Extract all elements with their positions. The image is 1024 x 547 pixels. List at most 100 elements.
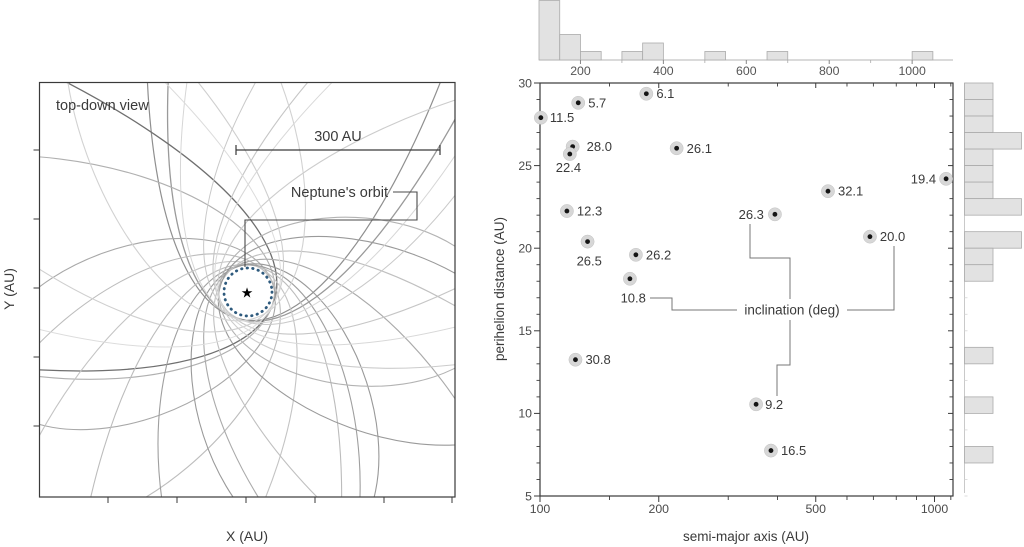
- scatter-point: [567, 151, 573, 157]
- inclination-value-label: 22.4: [556, 160, 581, 175]
- right-histogram-bar: [964, 181, 994, 200]
- top-hist-tick-label: 400: [653, 64, 674, 78]
- y-tick-label: 15: [518, 324, 532, 338]
- right-histogram-bar: [964, 148, 994, 167]
- scatter-point: [633, 252, 639, 258]
- orbit-ellipse: [217, 235, 455, 446]
- inclination-value-label: 28.0: [587, 139, 612, 154]
- scatter-tick-labels: 100 200 500 1000 30 25 20 15 10 5: [518, 76, 948, 516]
- scatter-point: [575, 100, 581, 106]
- top-histogram-bar: [911, 51, 934, 61]
- right-histogram-bar: [964, 165, 994, 183]
- inclination-value-label: 26.5: [577, 254, 602, 269]
- top-histogram-bar: [559, 34, 581, 61]
- inclination-value-label: 19.4: [911, 171, 936, 186]
- left-panel-title: top-down view: [56, 98, 149, 114]
- orbit-ellipse: [203, 258, 455, 497]
- inclination-value-label: 26.1: [687, 141, 712, 156]
- top-histogram-bar: [580, 51, 602, 61]
- right-histogram-bar: [964, 247, 994, 266]
- scatter-point: [627, 276, 633, 282]
- sun-star-marker: ★: [241, 285, 254, 301]
- inclination-value-label: 5.7: [588, 95, 606, 110]
- right-histogram-bar: [964, 198, 1022, 216]
- inclination-annotation-label: inclination (deg): [744, 303, 839, 318]
- right-histogram-bar: [964, 132, 1022, 150]
- right-histogram-bar: [964, 82, 994, 100]
- top-hist-tick-label: 200: [570, 64, 591, 78]
- orbit-ellipse: [39, 82, 285, 333]
- scatter-points: 11.5 5.7 6.1 28.0 22.4 26.1 19.4 32.1 12.3 26.3 20…: [534, 86, 953, 458]
- orbit-ellipse: [39, 82, 278, 372]
- orbit-ellipse: [190, 263, 380, 497]
- orbit-ellipse: [203, 82, 455, 326]
- right-histogram: [964, 82, 1022, 497]
- left-panel-frame: [38, 81, 456, 498]
- orbit-ellipse: [39, 253, 281, 497]
- y-tick-label: 10: [518, 407, 532, 421]
- top-hist-tick-label: 600: [736, 64, 757, 78]
- inclination-value-label: 30.8: [585, 352, 610, 367]
- orbit-ellipse: [39, 237, 276, 431]
- right-histogram-bar: [964, 115, 994, 133]
- top-histogram: 200 400 600 800 1000: [538, 0, 953, 78]
- neptune-annotation-connector: [244, 191, 418, 267]
- scatter-point: [768, 448, 774, 453]
- right-y-axis-label: perihelion distance (AU): [492, 217, 507, 361]
- right-histogram-bar: [964, 346, 994, 365]
- right-histogram-bar: [964, 231, 1022, 249]
- inclination-value-label: 10.8: [621, 290, 646, 305]
- right-histogram-bar: [964, 446, 994, 464]
- x-tick-label: 1000: [921, 502, 949, 516]
- inclination-value-label: 20.0: [880, 229, 905, 244]
- top-histogram-bar: [642, 42, 664, 61]
- annotation-connector: [650, 297, 737, 311]
- left-panel-ticks: [33, 149, 453, 503]
- inclination-value-label: 9.2: [765, 397, 783, 412]
- annotation-connector: [749, 224, 791, 299]
- y-tick-label: 25: [518, 159, 532, 173]
- right-x-axis-label: semi-major axis (AU): [683, 529, 809, 544]
- scatter-point: [643, 91, 649, 97]
- inclination-value-label: 16.5: [781, 443, 806, 458]
- scatter-point: [585, 239, 590, 244]
- orbit-ellipse: [212, 82, 455, 335]
- left-y-axis-label: Y (AU): [1, 268, 17, 310]
- right-histogram-bar: [964, 99, 994, 117]
- top-hist-tick-label: 1000: [898, 64, 926, 78]
- orbit-ellipse: [218, 216, 455, 387]
- inclination-value-label: 11.5: [550, 110, 574, 125]
- inclination-annotation-connectors: [650, 224, 895, 396]
- x-tick-label: 500: [805, 502, 826, 516]
- y-tick-label: 5: [525, 489, 532, 503]
- left-x-axis-label: X (AU): [226, 528, 268, 544]
- y-tick-label: 20: [518, 242, 532, 256]
- right-histogram-bar: [964, 396, 994, 414]
- scatter-point: [573, 357, 578, 363]
- orbit-ellipse: [39, 260, 298, 497]
- neptune-orbit-dotted-circle: [222, 266, 274, 318]
- scale-bar: [235, 145, 441, 155]
- scale-bar-label: 300 AU: [314, 129, 362, 145]
- scatter-point: [564, 208, 570, 214]
- top-histogram-bar: [766, 51, 789, 61]
- top-histogram-bar: [538, 0, 561, 61]
- scatter-point: [825, 188, 831, 194]
- inclination-value-label: 6.1: [656, 86, 674, 101]
- orbit-ellipse: [39, 82, 282, 348]
- scatter-point: [753, 401, 759, 407]
- orbit-ellipse: [213, 250, 455, 497]
- inclination-value-label: 32.1: [838, 184, 863, 199]
- scatter-point: [867, 234, 873, 240]
- top-histogram-bar: [621, 51, 644, 61]
- scatter-point: [772, 211, 778, 217]
- top-histogram-bar: [704, 51, 726, 61]
- annotation-connector: [776, 320, 791, 396]
- y-tick-label: 30: [518, 76, 532, 90]
- neptune-annotation-label: Neptune's orbit: [291, 185, 388, 201]
- orbit-ellipse: [63, 82, 306, 322]
- top-hist-tick-label: 800: [819, 64, 840, 78]
- orbit-ellipse: [179, 82, 455, 324]
